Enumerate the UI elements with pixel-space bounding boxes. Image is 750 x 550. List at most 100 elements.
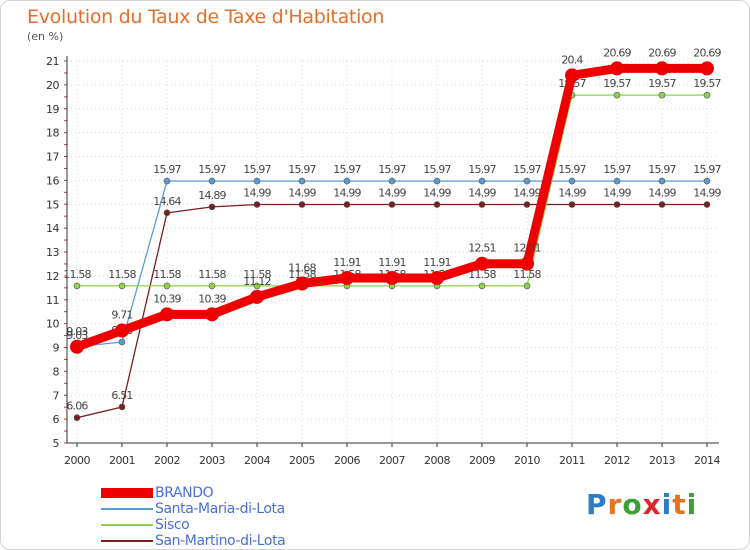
data-point	[118, 282, 126, 290]
data-label: 14.64	[153, 195, 181, 208]
x-tick-label: 2002	[154, 454, 180, 467]
data-point	[478, 201, 486, 208]
data-label: 14.99	[693, 186, 721, 199]
data-label: 20.69	[648, 46, 676, 59]
data-point	[430, 271, 444, 286]
legend-label-sisco: Sisco	[155, 517, 190, 533]
x-tick-label: 2006	[334, 454, 360, 467]
data-point	[250, 289, 264, 304]
data-point	[343, 201, 351, 208]
data-label: 14.99	[333, 186, 361, 199]
data-point	[298, 177, 306, 185]
data-point	[613, 91, 621, 99]
x-tick-label: 2009	[469, 454, 495, 467]
data-point	[253, 282, 261, 290]
logo-letter: x	[642, 488, 662, 521]
data-label: 6.06	[66, 400, 88, 413]
data-point	[163, 209, 171, 217]
data-point	[433, 177, 441, 185]
data-label: 11.58	[198, 268, 226, 281]
data-point	[478, 282, 486, 290]
data-label: 9.03	[66, 325, 88, 338]
data-point	[385, 271, 399, 286]
data-label: 11.58	[243, 268, 271, 281]
y-tick-label: 8	[53, 365, 60, 378]
data-label: 15.97	[288, 163, 316, 176]
data-point	[70, 339, 84, 354]
data-point	[73, 282, 81, 290]
y-tick-label: 16	[46, 174, 59, 187]
data-label: 11.12	[243, 275, 271, 288]
x-tick-label: 2011	[559, 454, 585, 467]
data-label: 6.51	[111, 389, 132, 402]
x-tick-label: 2003	[199, 454, 225, 467]
x-tick-label: 2012	[604, 454, 630, 467]
legend-item-san-martino: San-Martino-di-Lota	[101, 533, 361, 549]
data-label: 11.58	[153, 268, 181, 281]
legend-item-brando: BRANDO	[101, 485, 361, 501]
logo-letter: i	[686, 488, 698, 521]
logo-letter: P	[586, 488, 608, 521]
x-tick-label: 2005	[289, 454, 315, 467]
data-label: 15.97	[693, 163, 721, 176]
data-label: 14.99	[378, 186, 406, 199]
data-label: 11.58	[63, 268, 91, 281]
data-label: 19.57	[648, 77, 676, 90]
data-point	[118, 403, 126, 411]
data-label: 14.99	[513, 186, 541, 199]
legend-item-sisco: Sisco	[101, 517, 361, 533]
data-label: 9.71	[111, 309, 132, 322]
data-point	[73, 414, 81, 421]
x-tick-label: 2013	[649, 454, 675, 467]
data-point	[433, 201, 441, 208]
y-tick-label: 11	[46, 294, 59, 307]
data-point	[523, 282, 531, 290]
data-point	[295, 276, 309, 291]
data-point	[658, 91, 666, 99]
data-label: 15.97	[198, 163, 226, 176]
y-tick-label: 7	[53, 389, 60, 402]
y-tick-label: 14	[46, 222, 59, 235]
x-tick-label: 2000	[64, 454, 90, 467]
data-label: 11.91	[423, 256, 451, 269]
data-label: 14.99	[558, 186, 586, 199]
data-point	[565, 68, 579, 83]
data-label: 15.97	[513, 163, 541, 176]
data-point	[343, 177, 351, 185]
data-label: 15.97	[558, 163, 586, 176]
y-tick-label: 9	[53, 342, 60, 355]
y-tick-label: 19	[46, 103, 59, 116]
logo-letter: t	[672, 488, 687, 521]
data-point	[613, 177, 621, 185]
data-point	[160, 307, 174, 322]
x-tick-label: 2010	[514, 454, 540, 467]
legend-swatch-santa-maria	[101, 508, 153, 510]
data-label: 12.51	[513, 242, 541, 255]
data-label: 11.58	[288, 268, 316, 281]
data-point	[523, 201, 531, 208]
proxiti-logo: Proxiti	[586, 488, 697, 521]
data-label: 11.58	[513, 268, 541, 281]
y-tick-label: 15	[46, 198, 59, 211]
data-point	[658, 201, 666, 208]
data-point	[298, 201, 306, 208]
data-label: 15.97	[333, 163, 361, 176]
data-point	[520, 256, 534, 271]
data-label: 14.99	[468, 186, 496, 199]
data-point	[610, 61, 624, 76]
data-point	[163, 177, 171, 185]
data-label: 15.97	[378, 163, 406, 176]
data-point	[253, 201, 261, 208]
legend-label-santa-maria: Santa-Maria-di-Lota	[155, 501, 285, 517]
data-point	[208, 282, 216, 290]
legend-label-brando: BRANDO	[155, 485, 214, 501]
data-label: 10.39	[153, 292, 181, 305]
data-label: 15.97	[648, 163, 676, 176]
data-point	[253, 177, 261, 185]
data-label: 19.57	[603, 77, 631, 90]
data-label: 11.58	[468, 268, 496, 281]
data-point	[118, 338, 126, 346]
y-tick-label: 17	[46, 151, 59, 164]
